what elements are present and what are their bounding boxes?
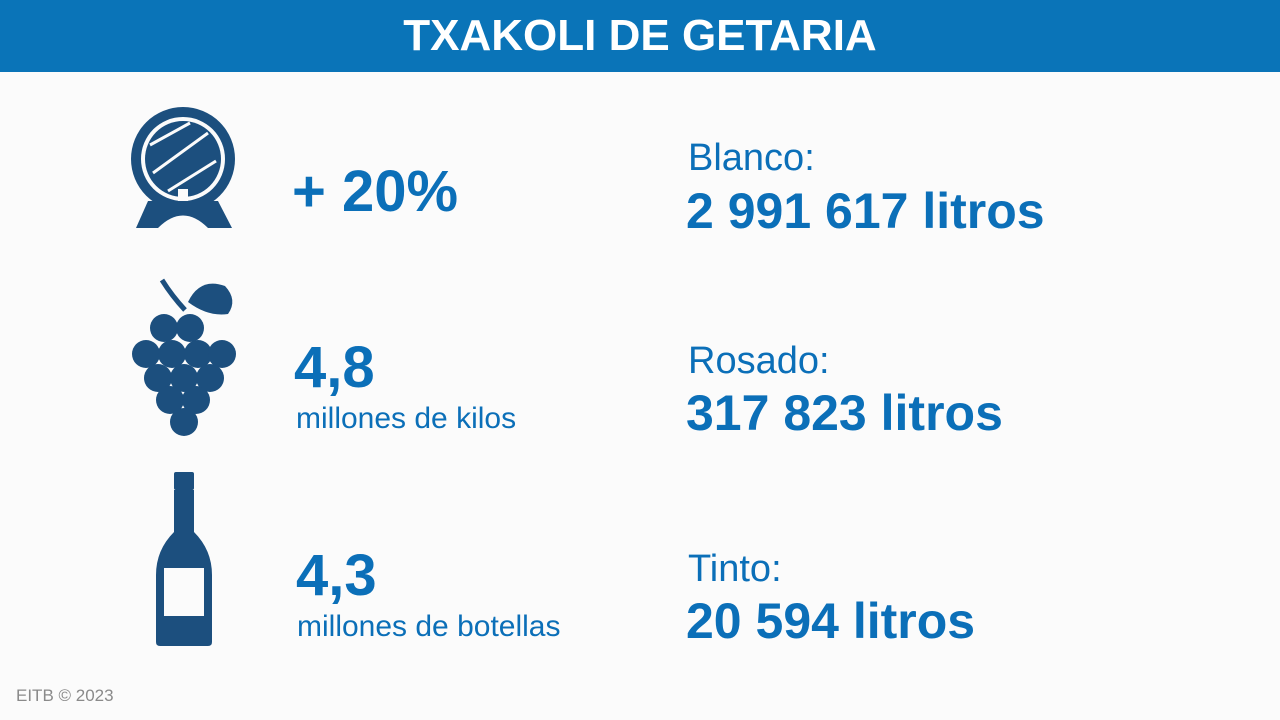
wine-volume: 2 991 617 litros (686, 183, 1045, 239)
stat-label: millones de botellas (297, 610, 561, 643)
wine-type: Blanco: (688, 137, 815, 179)
barrel-icon (131, 107, 235, 228)
wine-volume: 20 594 litros (686, 593, 976, 649)
wine-volume: 317 823 litros (686, 385, 1003, 441)
stat-value: 4,3 (296, 543, 377, 608)
credit: EITB © 2023 (16, 686, 114, 705)
wine-type: Rosado: (688, 340, 830, 382)
stat-label: millones de kilos (296, 402, 517, 435)
title: TXAKOLI DE GETARIA (403, 11, 877, 60)
header-bar (0, 0, 1280, 72)
stat-value: + 20% (292, 159, 459, 224)
grapes-icon (132, 278, 236, 436)
bottle-icon (156, 472, 212, 646)
stat-value: 4,8 (294, 335, 375, 400)
wine-type: Tinto: (688, 548, 782, 590)
